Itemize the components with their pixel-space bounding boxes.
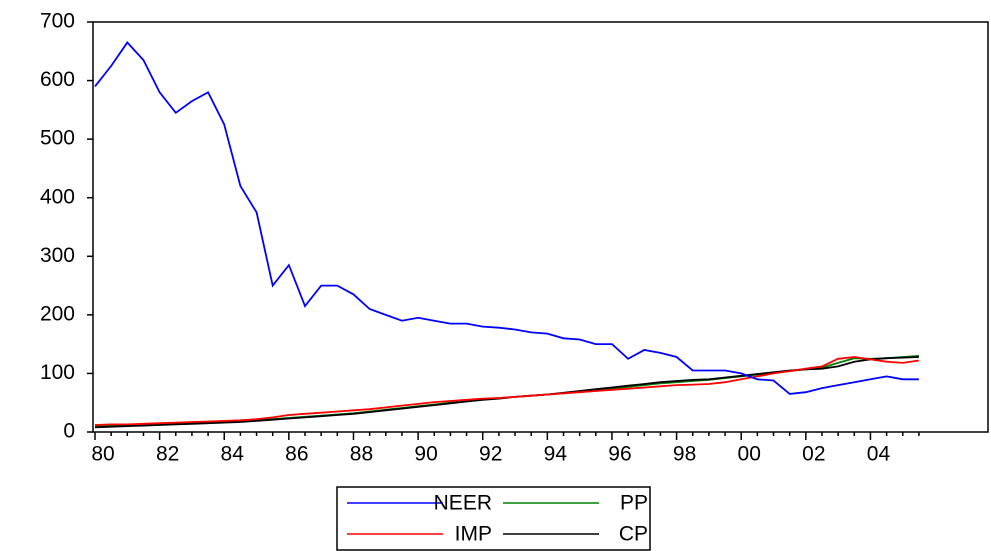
- legend-label: IMP: [455, 523, 492, 546]
- y-tick-label: 300: [40, 244, 75, 267]
- x-tick-label: 04: [867, 443, 891, 466]
- x-tick-label: 02: [802, 443, 825, 466]
- x-tick-label: 86: [285, 443, 308, 466]
- x-tick-label: 88: [350, 443, 373, 466]
- series-line: [94, 355, 919, 427]
- y-tick-label: 0: [63, 420, 75, 443]
- x-tick-label: 96: [608, 443, 631, 466]
- x-tick-label: 80: [91, 443, 114, 466]
- y-tick-label: 400: [40, 185, 75, 208]
- y-tick-label: 100: [40, 361, 75, 384]
- x-tick-label: 92: [479, 443, 502, 466]
- x-tick-label: 94: [544, 443, 568, 466]
- series-line: [94, 41, 919, 395]
- series-line: [94, 356, 920, 426]
- y-tick-label: 700: [40, 10, 75, 33]
- y-tick-label: 600: [40, 68, 75, 91]
- x-tick-label: 84: [221, 443, 245, 466]
- series-line: [94, 356, 919, 429]
- y-tick-label: 200: [40, 302, 75, 325]
- legend-label: PP: [620, 492, 648, 515]
- legend-label: CP: [619, 523, 648, 546]
- x-tick-label: 82: [156, 443, 179, 466]
- x-tick-label: 98: [673, 443, 696, 466]
- legend-label: NEER: [434, 492, 492, 515]
- plot-frame: [92, 21, 989, 433]
- x-tick-label: 90: [414, 443, 437, 466]
- x-tick-label: 00: [738, 443, 761, 466]
- legend-box: [336, 486, 651, 551]
- y-tick-label: 500: [40, 127, 75, 150]
